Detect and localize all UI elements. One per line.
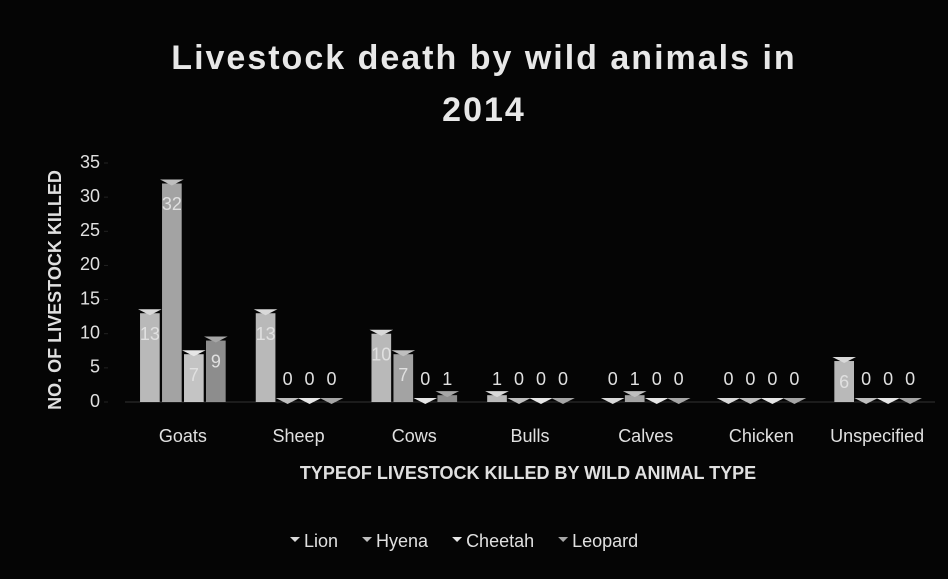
bar-cap <box>485 391 509 398</box>
bar <box>140 313 160 402</box>
bar-cap <box>391 350 416 357</box>
data-label: 0 <box>652 369 662 389</box>
x-tick-label: Calves <box>618 426 673 446</box>
y-tick-label: 20 <box>80 254 100 274</box>
x-axis-label: TYPEOF LIVESTOCK KILLED BY WILD ANIMAL T… <box>300 463 756 483</box>
chart-title: Livestock death by wild animals in 2014 <box>171 39 797 129</box>
bar <box>184 354 204 402</box>
bar <box>206 340 226 402</box>
bar <box>162 183 182 402</box>
data-label: 13 <box>140 324 160 344</box>
bar <box>437 395 458 402</box>
bar-cap <box>832 357 856 364</box>
y-tick-label: 0 <box>90 391 100 411</box>
legend-label: Lion <box>304 531 338 551</box>
bar <box>834 361 854 402</box>
bar <box>487 395 507 402</box>
data-label: 0 <box>674 369 684 389</box>
x-tick-label: Goats <box>159 426 207 446</box>
data-label: 0 <box>883 369 893 389</box>
legend-label: Hyena <box>376 531 429 551</box>
data-label: 7 <box>189 365 199 385</box>
x-tick-label: Unspecified <box>830 426 924 446</box>
legend-marker <box>452 537 463 542</box>
bar <box>393 354 414 402</box>
bar-cap <box>369 329 394 336</box>
bar-cap <box>898 398 922 404</box>
data-label: 0 <box>789 369 799 389</box>
data-label: 0 <box>608 369 618 389</box>
data-label: 0 <box>745 369 755 389</box>
x-tick-label: Sheep <box>273 426 325 446</box>
y-tick-label: 25 <box>80 220 100 240</box>
data-label: 9 <box>211 351 221 371</box>
bar-cap <box>876 398 900 404</box>
bar-cap <box>319 398 344 404</box>
data-label: 7 <box>398 365 408 385</box>
data-label: 1 <box>630 369 640 389</box>
bar <box>371 333 392 402</box>
y-tick-label: 10 <box>80 322 100 342</box>
bar <box>255 313 276 402</box>
y-axis-label: NO. OF LIVESTOCK KILLED <box>45 170 65 410</box>
x-tick-label: Cows <box>392 426 437 446</box>
bar-cap <box>253 309 278 316</box>
legend-marker <box>362 537 373 542</box>
bar-cap <box>666 398 691 404</box>
bar-cap <box>507 398 531 404</box>
bar-cap <box>716 398 741 404</box>
y-tick-label: 5 <box>90 357 100 377</box>
legend-marker <box>558 537 569 542</box>
x-tick-label: Chicken <box>729 426 794 446</box>
x-tick-label: Bulls <box>510 426 549 446</box>
data-label: 1 <box>442 369 452 389</box>
bar <box>624 395 645 402</box>
data-label: 0 <box>767 369 777 389</box>
bar-cap <box>600 398 625 404</box>
data-label: 6 <box>839 372 849 392</box>
bar-cap <box>182 350 206 357</box>
bar-cap <box>435 391 460 398</box>
bar-cap <box>551 398 575 404</box>
data-label: 32 <box>162 194 182 214</box>
bar-cap <box>782 398 807 404</box>
bar-cap <box>760 398 785 404</box>
y-tick-label: 35 <box>80 152 100 172</box>
data-label: 0 <box>514 369 524 389</box>
bar-cap <box>160 179 184 186</box>
bar-cap <box>138 309 162 316</box>
bar-cap <box>644 398 669 404</box>
y-tick-label: 15 <box>80 288 100 308</box>
data-label: 0 <box>305 369 315 389</box>
data-label: 0 <box>861 369 871 389</box>
data-label: 0 <box>283 369 293 389</box>
data-label: 0 <box>327 369 337 389</box>
legend-label: Leopard <box>572 531 638 551</box>
bar-cap <box>738 398 763 404</box>
bar-cap <box>622 391 647 398</box>
legend-label: Cheetah <box>466 531 534 551</box>
legend-marker <box>290 537 300 542</box>
y-tick-label: 30 <box>80 186 100 206</box>
bar-cap <box>529 398 553 404</box>
data-label: 0 <box>905 369 915 389</box>
bar-cap <box>297 398 322 404</box>
data-label: 0 <box>420 369 430 389</box>
bar-cap <box>275 398 300 404</box>
data-label: 1 <box>492 369 502 389</box>
bar-cap <box>204 336 228 343</box>
data-label: 13 <box>256 324 276 344</box>
bar-cap <box>854 398 878 404</box>
data-label: 10 <box>371 344 391 364</box>
data-label: 0 <box>723 369 733 389</box>
bar-cap <box>413 398 438 404</box>
data-label: 0 <box>536 369 546 389</box>
data-label: 0 <box>558 369 568 389</box>
